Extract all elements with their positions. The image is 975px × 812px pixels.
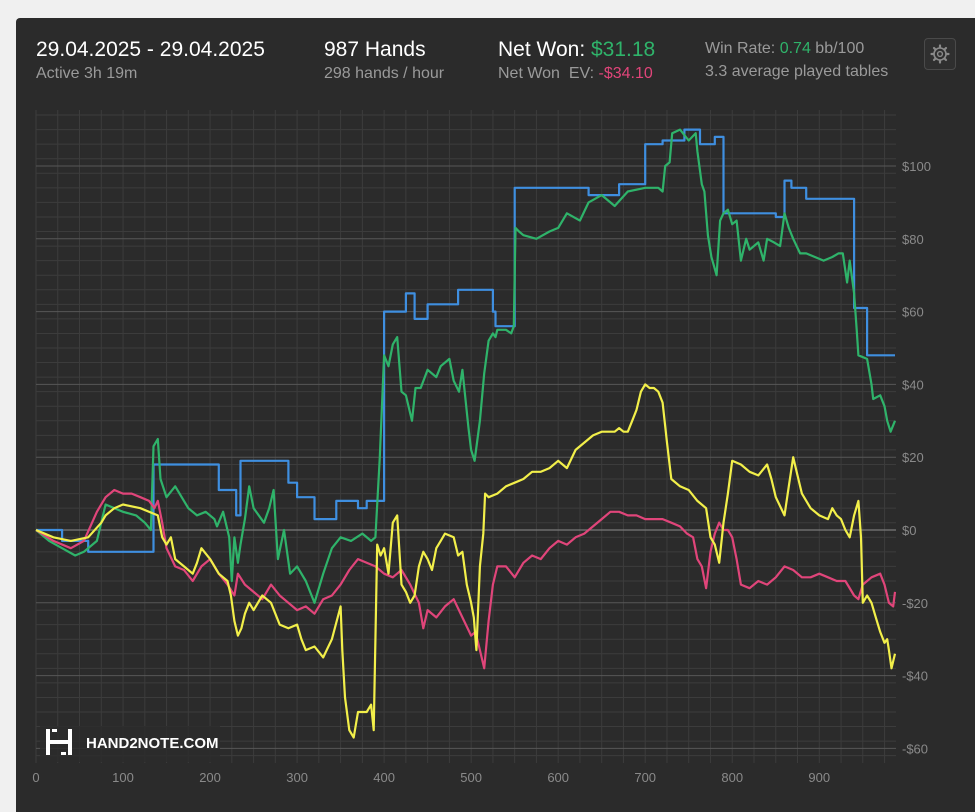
- y-tick-label: $60: [902, 305, 924, 320]
- x-tick-label: 700: [634, 770, 656, 785]
- series-line-0: [36, 128, 895, 553]
- stats-panel: 29.04.2025 - 29.04.2025 Active 3h 19m 98…: [16, 18, 975, 812]
- win-rate-block: Win Rate: 0.74 bb/100 3.3 average played…: [705, 40, 888, 81]
- net-won-ev-value: -$34.10: [598, 65, 653, 82]
- x-tick-label: 900: [808, 770, 830, 785]
- x-tick-label: 600: [547, 770, 569, 785]
- net-won-block: Net Won: $31.18 Net Won EV: -$34.10: [498, 38, 655, 83]
- gear-icon: [930, 44, 950, 64]
- x-tick-label: 400: [373, 770, 395, 785]
- y-tick-label: $100: [902, 159, 931, 174]
- date-block: 29.04.2025 - 29.04.2025 Active 3h 19m: [36, 38, 265, 83]
- x-axis-labels: 0 100 200 300 400 500 600 700 800 900: [32, 770, 830, 785]
- hands-per-hour: 298 hands / hour: [324, 65, 445, 82]
- y-tick-label: $0: [902, 523, 916, 538]
- series-layer: [35, 128, 897, 739]
- net-won-ev-label: Net Won EV:: [498, 65, 595, 82]
- logo-icon: [46, 729, 72, 755]
- y-tick-label: $40: [902, 377, 924, 392]
- x-tick-label: 0: [32, 770, 39, 785]
- minor-gridlines: [35, 110, 896, 763]
- y-tick-label: $20: [902, 450, 924, 465]
- y-tick-label: -$20: [902, 596, 928, 611]
- x-tick-label: 100: [112, 770, 134, 785]
- hand2note-logo: HAND2NOTE.COM: [40, 726, 220, 762]
- hands-block: 987 Hands 298 hands / hour: [324, 38, 444, 83]
- win-rate-label: Win Rate:: [705, 40, 776, 57]
- settings-button[interactable]: [924, 38, 956, 70]
- win-rate-value: 0.74: [779, 40, 811, 57]
- net-won-label: Net Won:: [498, 38, 586, 61]
- x-tick-label: 300: [286, 770, 308, 785]
- x-tick-label: 800: [721, 770, 743, 785]
- net-won: Net Won: $31.18: [498, 38, 655, 62]
- logo-text: HAND2NOTE.COM: [86, 735, 219, 752]
- x-tick-label: 200: [199, 770, 221, 785]
- x-tick-label: 500: [460, 770, 482, 785]
- y-axis-labels: $100 $80 $60 $40 $20 $0 -$20 -$40 -$60: [902, 159, 931, 756]
- win-rate-unit: bb/100: [815, 40, 865, 57]
- hands-count: 987 Hands: [324, 38, 426, 61]
- major-gridlines: [36, 165, 896, 749]
- series-line-1: [35, 128, 897, 604]
- net-won-value: $31.18: [591, 38, 656, 61]
- y-tick-label: $80: [902, 232, 924, 247]
- series-line-2: [35, 488, 897, 670]
- net-won-ev: Net Won EV: -$34.10: [498, 65, 655, 83]
- y-tick-label: -$40: [902, 669, 928, 684]
- active-time: Active 3h 19m: [36, 65, 138, 82]
- series-line-3: [35, 383, 897, 739]
- avg-tables: 3.3 average played tables: [705, 63, 889, 80]
- profit-chart: $100 $80 $60 $40 $20 $0 -$20 -$40 -$60 0 100 200 30…: [32, 110, 931, 785]
- stats-header: 29.04.2025 - 29.04.2025 Active 3h 19m 98…: [16, 18, 975, 108]
- win-rate: Win Rate: 0.74 bb/100: [705, 40, 888, 58]
- date-range: 29.04.2025 - 29.04.2025: [36, 38, 265, 61]
- y-tick-label: -$60: [902, 741, 928, 756]
